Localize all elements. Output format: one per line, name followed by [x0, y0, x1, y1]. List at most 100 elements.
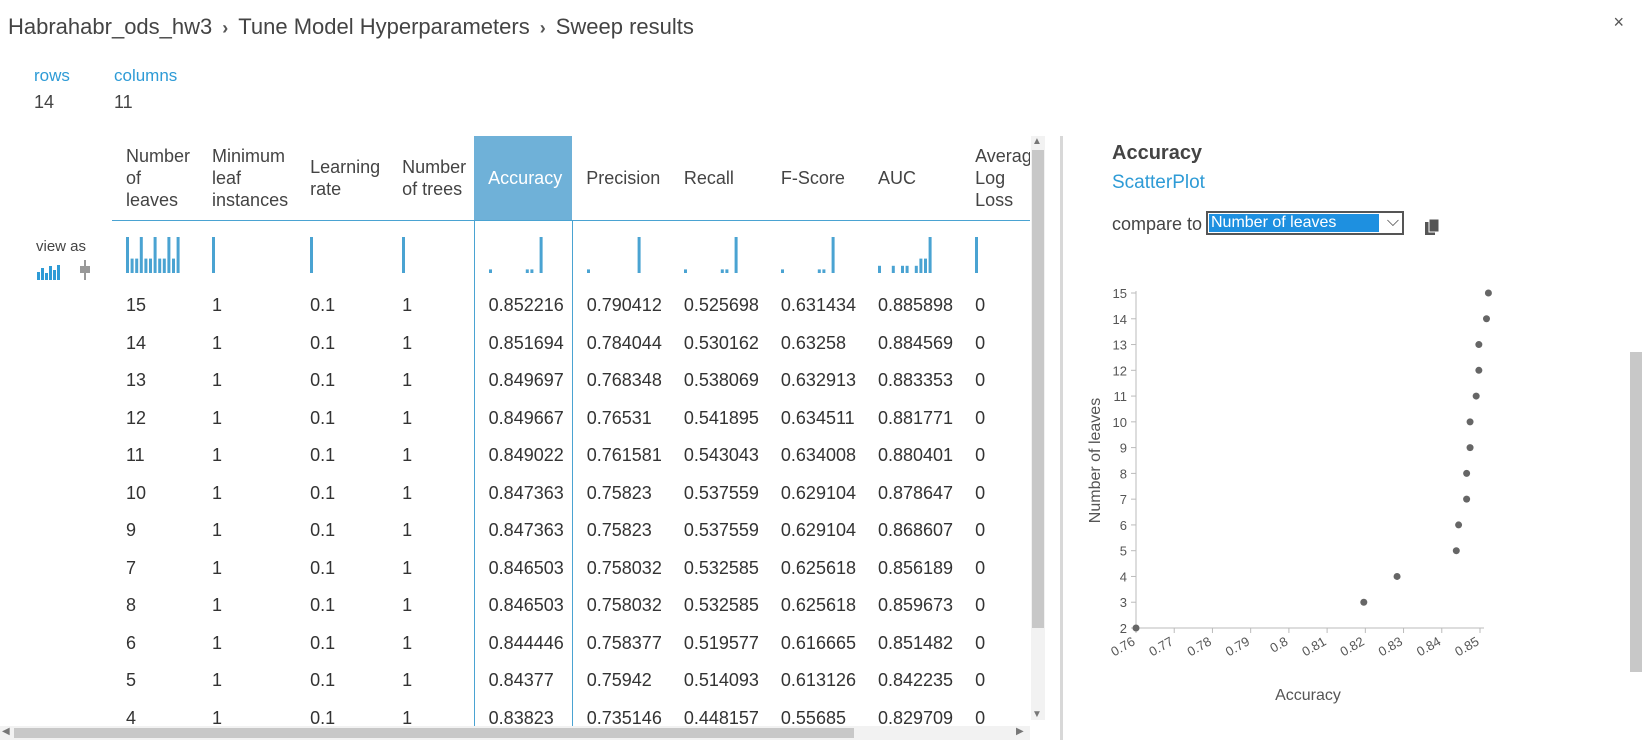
table-cell: 1	[212, 670, 223, 691]
table-row: 10 1 0.1 1 0.847363 0.75823 0.537559 0.629104 0.…	[112, 474, 1030, 512]
table-cell: 0.1	[310, 445, 336, 466]
table-cell: 0.530162	[683, 332, 759, 353]
data-point	[1466, 444, 1474, 452]
columns-label[interactable]: columns	[114, 66, 178, 85]
table-horizontal-scrollbar[interactable]: ◀ ▶	[0, 726, 1030, 740]
column-histogram[interactable]	[961, 221, 1030, 288]
results-table-container[interactable]: Number of leaves Minimum leaf instances Le…	[112, 136, 1030, 730]
column-header[interactable]: F-Score	[766, 136, 864, 221]
table-cell: 1	[402, 445, 413, 466]
table-row: 4 1 0.1 1 0.83823 0.735146 0.448157 0.55685 0.82…	[112, 699, 1030, 730]
histogram-bar	[172, 258, 175, 273]
table-cell: 0.884569	[877, 332, 954, 353]
panel-vertical-scrollbar[interactable]	[1628, 136, 1642, 740]
y-tick-label: 2	[1120, 621, 1127, 636]
column-histogram[interactable]	[112, 221, 198, 288]
column-histogram[interactable]	[767, 221, 864, 288]
table-cell: 11	[126, 445, 145, 466]
scrollbar-thumb[interactable]	[1032, 150, 1044, 628]
column-header[interactable]: Precision	[572, 136, 670, 221]
scrollbar-thumb[interactable]	[14, 728, 854, 738]
breadcrumb-item-experiment[interactable]: Habrahabr_ods_hw3	[8, 14, 213, 39]
table-cell: 1	[212, 557, 223, 578]
y-tick-label: 14	[1113, 312, 1127, 327]
table-cell: 0.868607	[877, 520, 954, 541]
histogram-bar	[153, 237, 157, 273]
table-cell: 1	[212, 482, 223, 503]
table-cell: 0.84377	[473, 662, 573, 700]
panel-divider[interactable]	[1060, 136, 1063, 740]
table-cell: 1	[402, 370, 413, 391]
table-cell: 0.1	[310, 295, 336, 316]
column-header[interactable]: Accuracy	[474, 136, 573, 221]
x-tick-label: 0.84	[1414, 634, 1443, 660]
histogram-bar	[831, 237, 835, 273]
scrollbar-thumb[interactable]	[1630, 352, 1642, 672]
chevron-right-icon: ›	[539, 18, 546, 38]
rows-label[interactable]: rows	[34, 66, 70, 85]
rows-value: 14	[34, 92, 55, 112]
table-cell: 1	[212, 520, 223, 541]
scatter-chart: 2 3 4 5 6 7 8 9 10 11 12 13 14 15 0.76 0.77 0.78 0.79 0.8 0…	[1087, 286, 1492, 704]
table-cell: 1	[402, 520, 413, 541]
column-histogram[interactable]	[670, 221, 767, 288]
breadcrumb-item-module[interactable]: Tune Model Hyperparameters	[238, 14, 530, 39]
table-cell: 0.1	[310, 595, 336, 616]
table-cell: 0.784044	[586, 332, 662, 353]
table-vertical-scrollbar[interactable]: ▲ ▼	[1031, 136, 1045, 720]
column-header[interactable]: Average Log Loss	[961, 136, 1030, 221]
scroll-right-icon[interactable]: ▶	[1016, 726, 1024, 737]
histogram-bar	[891, 265, 895, 273]
chevron-right-icon: ›	[222, 18, 229, 38]
boxplot-icon[interactable]	[78, 260, 92, 280]
column-header[interactable]: Number of trees	[388, 136, 475, 221]
data-point	[1463, 495, 1471, 503]
histogram-icon[interactable]	[36, 262, 64, 280]
scroll-up-icon[interactable]: ▲	[1032, 136, 1042, 147]
scroll-down-icon[interactable]: ▼	[1032, 709, 1042, 720]
scroll-left-icon[interactable]: ◀	[2, 726, 10, 737]
column-histogram[interactable]	[473, 220, 573, 287]
histogram-bar	[637, 237, 641, 273]
table-cell: 1	[402, 407, 413, 428]
column-header[interactable]: Recall	[669, 136, 767, 221]
histogram-bar	[139, 237, 143, 273]
table-cell: 0	[975, 520, 986, 541]
columns-stat: columns 11	[114, 66, 177, 113]
column-histogram[interactable]	[198, 221, 296, 288]
close-icon[interactable]: ×	[1613, 12, 1624, 32]
y-tick-label: 3	[1120, 595, 1127, 610]
table-cell: 0.83823	[473, 699, 573, 730]
table-cell: 10	[126, 482, 147, 503]
compare-to-select[interactable]: Number of leaves ⌵	[1206, 211, 1404, 235]
column-header[interactable]: AUC	[863, 136, 962, 221]
table-cell: 0.1	[310, 670, 336, 691]
histogram-bar	[780, 269, 784, 273]
histogram-bar	[877, 265, 881, 273]
table-cell: 0	[975, 670, 986, 691]
data-point	[1482, 315, 1490, 323]
table-cell: 0.829709	[877, 707, 954, 728]
table-row: 7 1 0.1 1 0.846503 0.758032 0.532585 0.625618 0.…	[112, 549, 1030, 587]
column-histogram[interactable]	[388, 221, 474, 288]
histogram-bar	[683, 269, 687, 273]
scatterplot-link[interactable]: ScatterPlot	[1112, 172, 1205, 193]
column-header[interactable]: Number of leaves	[112, 136, 199, 221]
column-header[interactable]: Learning rate	[296, 136, 389, 221]
column-histogram[interactable]	[296, 221, 388, 288]
histogram-bar	[126, 237, 129, 273]
x-tick-label: 0.8	[1267, 634, 1290, 656]
column-header[interactable]: Minimum leaf instances	[198, 136, 297, 221]
table-cell: 0.849022	[473, 437, 573, 475]
column-histogram[interactable]	[572, 221, 670, 288]
table-cell: 0.1	[310, 332, 336, 353]
table-cell: 0	[975, 482, 986, 503]
table-cell: 0.519577	[683, 632, 759, 653]
table-cell: 0.631434	[780, 295, 856, 316]
y-tick-label: 5	[1120, 544, 1127, 559]
histogram-bar	[734, 237, 738, 273]
histogram-bar	[919, 258, 923, 273]
table-cell: 1	[212, 295, 223, 316]
copy-icon[interactable]	[1424, 218, 1440, 236]
column-histogram[interactable]	[864, 221, 961, 288]
